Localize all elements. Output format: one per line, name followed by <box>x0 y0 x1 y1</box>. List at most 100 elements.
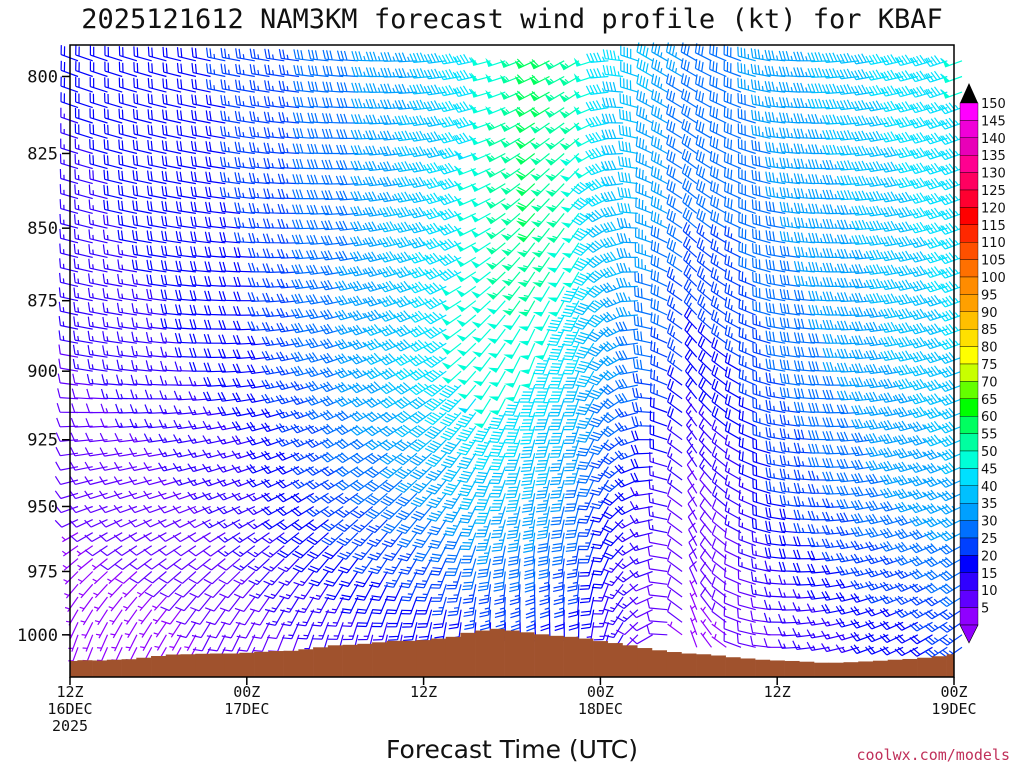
wind-barb <box>187 505 211 514</box>
wind-barb <box>307 112 329 124</box>
wind-barb <box>894 364 918 376</box>
wind-barb <box>711 419 727 441</box>
terrain-column <box>578 638 594 677</box>
wind-barb <box>710 209 727 229</box>
wind-barb <box>909 568 933 580</box>
wind-barb <box>334 410 359 422</box>
wind-barb <box>561 300 580 318</box>
wind-barb <box>128 504 152 514</box>
wind-barb <box>188 405 211 416</box>
wind-barb <box>865 335 889 347</box>
wind-barb <box>99 558 123 571</box>
colorbar-label: 10 <box>981 584 998 599</box>
wind-barb <box>738 255 756 273</box>
wind-barb <box>618 156 638 170</box>
wind-barb <box>278 64 300 78</box>
wind-barb <box>173 434 197 444</box>
wind-barb <box>600 412 624 424</box>
wind-barb <box>634 286 653 302</box>
wind-barb <box>176 171 197 185</box>
wind-barb <box>320 265 344 276</box>
wind-barb <box>277 188 300 200</box>
wind-flag <box>441 332 451 340</box>
wind-flag <box>470 214 480 222</box>
wind-barb <box>154 634 167 651</box>
wind-barb <box>263 571 285 586</box>
wind-barb <box>711 446 727 468</box>
wind-barb <box>586 300 609 313</box>
wind-barb <box>836 485 859 496</box>
wind-barb <box>750 79 771 93</box>
wind-barb <box>620 45 639 62</box>
wind-barb <box>880 406 904 417</box>
wind-barb <box>104 77 123 93</box>
wind-barb <box>572 271 595 286</box>
wind-barb <box>321 159 344 170</box>
wind-barb <box>423 207 447 220</box>
wind-flag <box>455 197 464 206</box>
wind-barb <box>836 204 859 215</box>
wind-barb <box>116 345 137 358</box>
wind-barb <box>549 412 565 431</box>
wind-barb <box>684 335 698 358</box>
wind-barb <box>319 381 344 393</box>
wind-barb <box>490 242 506 255</box>
terrain-column <box>489 628 505 677</box>
terrain-column <box>843 662 859 677</box>
wind-barb <box>441 452 462 469</box>
wind-barb <box>190 216 211 229</box>
wind-barb <box>334 338 359 350</box>
wind-barb <box>351 519 374 533</box>
wind-barb <box>349 339 373 351</box>
wind-barb <box>629 596 653 605</box>
wind-flag <box>501 279 512 286</box>
wind-barb <box>275 479 300 489</box>
wind-barb <box>539 286 551 303</box>
wind-barb <box>129 433 152 443</box>
wind-barb <box>175 201 196 214</box>
colorbar-swatch <box>959 607 979 626</box>
wind-barb <box>939 596 963 608</box>
wind-barb <box>187 449 211 458</box>
wind-barb <box>534 384 551 403</box>
wind-flag <box>455 243 465 252</box>
wind-barb <box>894 176 918 189</box>
wind-barb <box>396 519 418 535</box>
wind-barb <box>549 466 565 486</box>
wind-flag <box>942 89 950 99</box>
wind-barb <box>616 262 638 273</box>
wind-flag <box>470 198 479 207</box>
wind-barb <box>909 392 933 405</box>
wind-flag <box>514 157 525 165</box>
wind-barb <box>69 504 93 514</box>
wind-barb <box>666 104 683 124</box>
wind-barb <box>909 280 933 292</box>
wind-barb <box>521 466 536 486</box>
wind-barb <box>699 471 712 494</box>
wind-barb <box>636 58 653 78</box>
wind-barb <box>711 472 727 494</box>
wind-barb <box>894 393 918 404</box>
wind-barb <box>865 85 889 97</box>
wind-barb <box>649 438 668 454</box>
wind-barb <box>371 609 388 628</box>
wind-barb <box>836 552 860 563</box>
wind-barb <box>249 596 270 613</box>
wind-barb <box>247 292 270 302</box>
wind-barb <box>291 264 314 275</box>
wind-barb <box>283 634 300 653</box>
wind-barb <box>779 414 800 427</box>
wind-barb <box>441 479 462 496</box>
wind-barb <box>408 146 432 158</box>
credit-link[interactable]: coolwx.com/models <box>856 746 1010 764</box>
wind-barb <box>437 223 462 236</box>
wind-barb <box>564 453 580 472</box>
wind-barb <box>880 447 904 458</box>
wind-barb <box>387 622 403 641</box>
wind-barb <box>724 434 742 454</box>
wind-barb <box>793 173 815 185</box>
wind-barb <box>235 79 255 93</box>
wind-barb <box>765 358 786 372</box>
wind-barb <box>865 594 889 604</box>
colorbar-swatch <box>959 537 979 556</box>
